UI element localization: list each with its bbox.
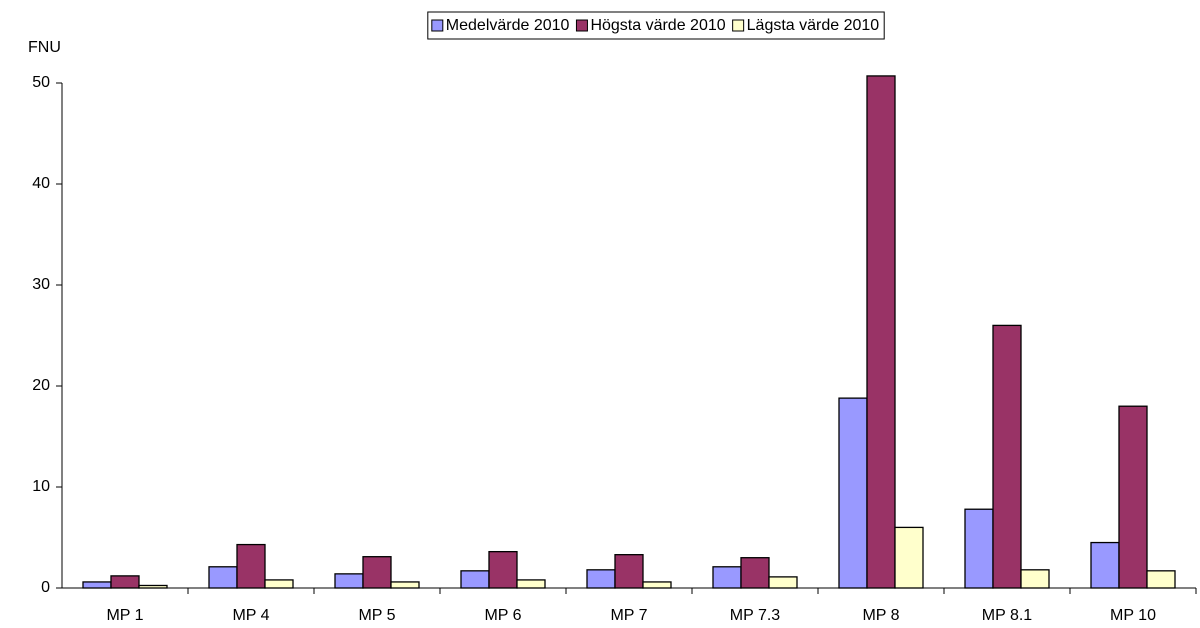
bar (110, 575, 140, 589)
bar (642, 581, 672, 589)
bar (1146, 570, 1176, 589)
x-tick-label: MP 5 (358, 607, 395, 624)
bar (236, 543, 266, 589)
bar (866, 75, 896, 589)
bar (964, 508, 994, 589)
bar (614, 554, 644, 589)
bar (768, 576, 798, 589)
legend-label: Högsta värde 2010 (590, 17, 725, 34)
bar (390, 581, 420, 589)
bar (1020, 569, 1050, 589)
y-tick-label: 0 (41, 579, 50, 596)
x-tick-label: MP 8.1 (982, 607, 1033, 624)
bar (488, 550, 518, 589)
y-tick-label: 10 (32, 478, 50, 495)
legend-swatch (575, 19, 588, 32)
x-tick-label: MP 7 (610, 607, 647, 624)
bar (208, 566, 238, 589)
legend-label: Medelvärde 2010 (446, 17, 570, 34)
bar (362, 556, 392, 589)
x-tick-label: MP 1 (106, 607, 143, 624)
bar (516, 579, 546, 589)
bar (1090, 541, 1120, 589)
x-tick-label: MP 6 (484, 607, 521, 624)
y-tick-label: 40 (32, 175, 50, 192)
bar (712, 566, 742, 589)
legend-label: Lägsta värde 2010 (747, 17, 880, 34)
legend: Medelvärde 2010 Högsta värde 2010 Lägsta v… (427, 11, 885, 40)
bar (264, 579, 294, 589)
x-tick-label: MP 10 (1110, 607, 1156, 624)
bar (740, 557, 770, 589)
x-tick-label: MP 7.3 (730, 607, 781, 624)
y-axis-label: FNU (28, 39, 61, 56)
y-tick-label: 20 (32, 377, 50, 394)
bar (460, 570, 490, 589)
legend-box (427, 11, 885, 40)
bar (334, 573, 364, 589)
x-tick-label: MP 8 (862, 607, 899, 624)
bar (1118, 405, 1148, 589)
x-tick-label: MP 4 (232, 607, 269, 624)
y-tick-label: 30 (32, 276, 50, 293)
bar (586, 569, 616, 589)
bar (992, 324, 1022, 589)
legend-swatch (732, 19, 745, 32)
legend-swatch (431, 19, 444, 32)
bar (838, 397, 868, 589)
bar (894, 526, 924, 589)
y-tick-label: 50 (32, 74, 50, 91)
bar (82, 581, 112, 589)
